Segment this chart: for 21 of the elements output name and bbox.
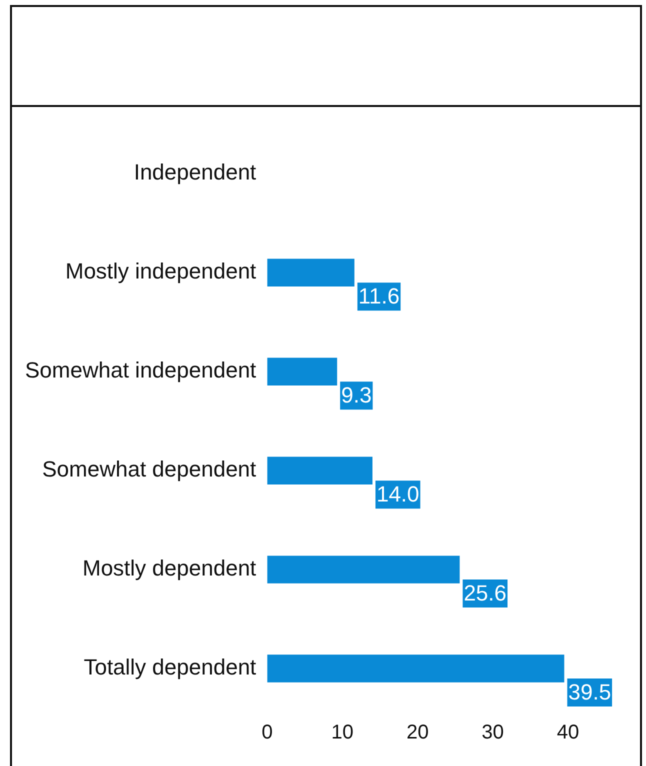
x-tick-label: 10 xyxy=(331,722,354,744)
bar xyxy=(267,258,354,287)
y-tick-label: Mostly dependent xyxy=(82,556,256,581)
x-tick-label: 20 xyxy=(406,722,429,744)
y-tick-label: Mostly independent xyxy=(65,258,256,284)
data-label: 39.5 xyxy=(568,680,612,705)
y-tick-label: Somewhat independent xyxy=(25,358,256,383)
bar xyxy=(267,358,338,386)
bar xyxy=(267,456,372,484)
x-tick-label: 30 xyxy=(482,722,504,744)
y-tick-label: Somewhat dependent xyxy=(42,456,256,482)
data-label: 9.3 xyxy=(341,382,372,408)
bar xyxy=(267,556,460,584)
data-label: 14.0 xyxy=(376,482,420,507)
y-tick-label: Totally dependent xyxy=(84,654,256,680)
y-tick-label: Independent xyxy=(134,160,256,185)
x-tick-label: 0 xyxy=(262,722,273,744)
bar xyxy=(267,654,564,682)
data-label: 11.6 xyxy=(358,284,400,309)
x-tick-label: 40 xyxy=(556,722,580,744)
data-label: 25.6 xyxy=(464,580,507,606)
